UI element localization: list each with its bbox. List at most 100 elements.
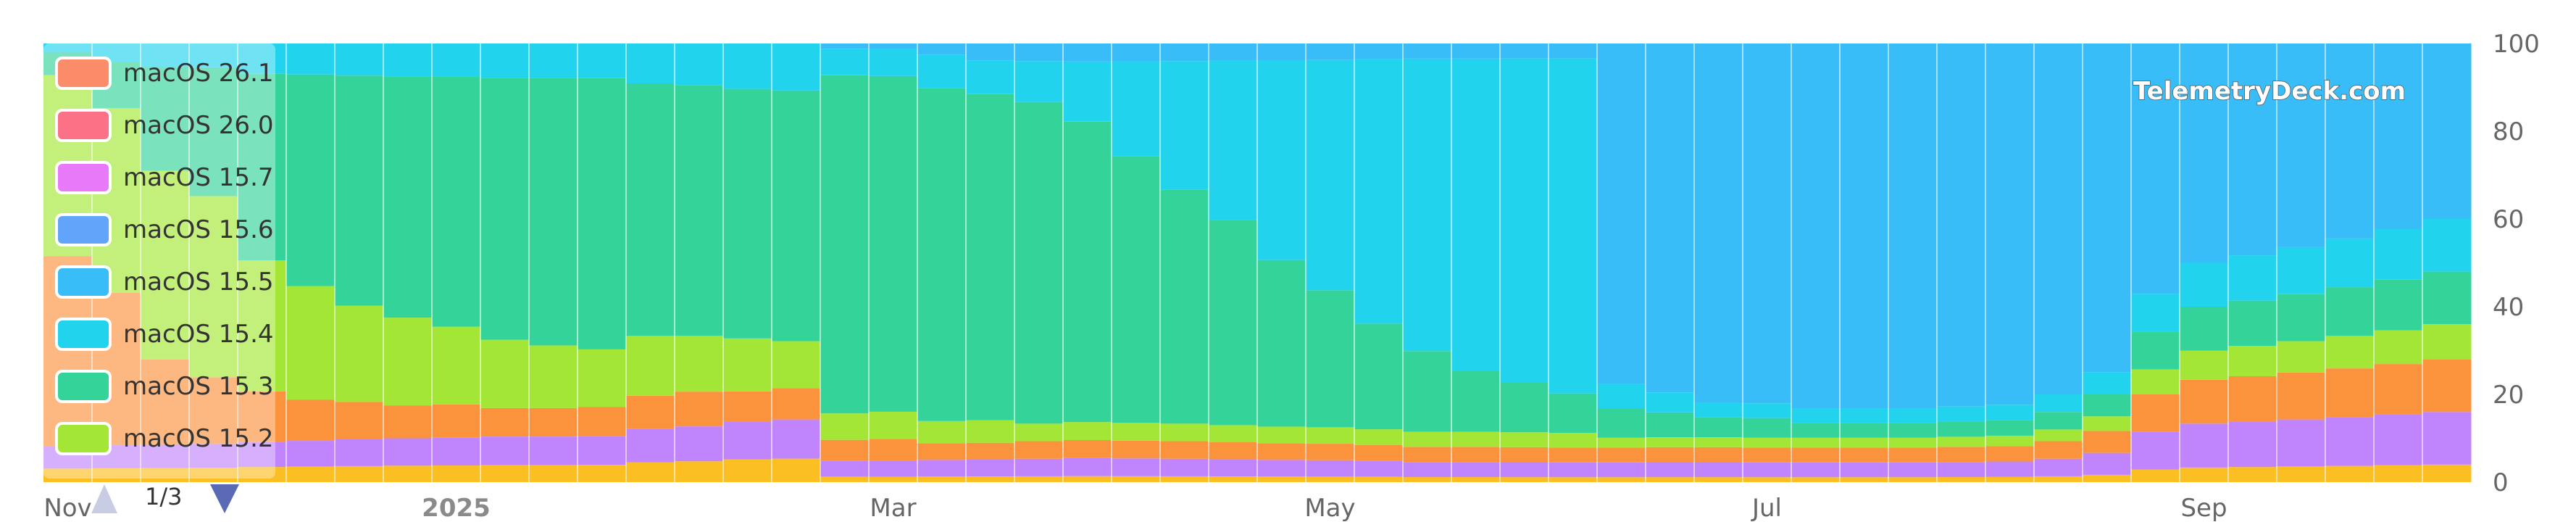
bar-segment bbox=[238, 391, 287, 442]
bar-segment bbox=[335, 465, 384, 482]
bar-segment bbox=[1257, 260, 1306, 427]
bar-segment bbox=[772, 419, 821, 459]
bar-segment bbox=[383, 465, 433, 482]
bar-segment bbox=[43, 468, 93, 482]
bar-segment bbox=[2034, 476, 2083, 482]
bar-segment bbox=[335, 44, 384, 76]
bar-segment bbox=[1451, 477, 1501, 482]
bar-segment bbox=[1112, 156, 1161, 423]
bar-segment bbox=[2228, 255, 2277, 301]
bar-segment bbox=[1451, 431, 1501, 447]
bar-segment bbox=[1403, 58, 1452, 352]
stacked-bars bbox=[43, 44, 2472, 482]
bar-segment bbox=[2180, 44, 2229, 263]
bar-segment bbox=[1500, 462, 1549, 478]
bar-segment bbox=[2131, 331, 2180, 370]
bar-segment bbox=[772, 90, 821, 341]
bar-segment bbox=[2374, 414, 2423, 465]
bar-segment bbox=[772, 458, 821, 482]
bar-segment bbox=[529, 345, 578, 408]
legend-swatch bbox=[55, 318, 112, 351]
bar-segment bbox=[626, 83, 675, 336]
bar-segment bbox=[529, 78, 578, 346]
bar-segment bbox=[335, 305, 384, 402]
bar-segment bbox=[2131, 469, 2180, 482]
bar-segment bbox=[2277, 44, 2326, 247]
bar-segment bbox=[1112, 458, 1161, 476]
bar-segment bbox=[2325, 465, 2375, 482]
bar-segment bbox=[1548, 433, 1598, 448]
bar-segment bbox=[2228, 300, 2277, 347]
bar-segment bbox=[1743, 447, 1792, 463]
bar-segment bbox=[1646, 392, 1695, 413]
legend-pager: 1/3 bbox=[91, 483, 239, 513]
bar-segment bbox=[1014, 458, 1064, 476]
bar-segment bbox=[966, 442, 1015, 460]
bar-segment bbox=[1014, 476, 1064, 482]
bar-segment bbox=[1840, 408, 1889, 423]
bar-segment bbox=[1791, 462, 1841, 478]
bar-segment bbox=[626, 428, 675, 463]
bar-segment bbox=[1646, 477, 1695, 482]
bar-segment bbox=[2034, 412, 2083, 430]
bar-segment bbox=[917, 443, 967, 460]
legend-swatch bbox=[55, 161, 112, 194]
bar-segment bbox=[432, 76, 481, 327]
y-tick-label: 100 bbox=[2493, 30, 2540, 59]
bar-segment bbox=[2083, 44, 2132, 373]
bar-segment bbox=[141, 170, 190, 360]
bar-segment bbox=[2277, 246, 2326, 294]
bar-segment bbox=[1743, 477, 1792, 482]
bar-segment bbox=[2277, 372, 2326, 420]
bar-segment bbox=[286, 286, 335, 400]
bar-segment bbox=[1791, 423, 1841, 438]
bar-segment bbox=[432, 326, 481, 405]
bar-segment bbox=[1209, 44, 1258, 61]
bar-segment bbox=[2034, 441, 2083, 459]
bar-segment bbox=[2131, 369, 2180, 394]
legend-prev-arrow-icon[interactable] bbox=[91, 484, 117, 513]
bar-segment bbox=[1403, 462, 1452, 478]
bar-segment bbox=[1888, 447, 1938, 463]
bar-segment bbox=[2277, 419, 2326, 467]
y-axis: 0 20 40 60 80 100 bbox=[2493, 30, 2540, 497]
bar-segment bbox=[1791, 44, 1841, 409]
bar-segment bbox=[2131, 431, 2180, 470]
bar-segment bbox=[1160, 476, 1209, 482]
bar-segment bbox=[2277, 341, 2326, 373]
bar-segment bbox=[189, 444, 238, 468]
bar-segment bbox=[238, 260, 287, 392]
bar-segment bbox=[1694, 437, 1743, 447]
bar-segment bbox=[1257, 443, 1306, 460]
bar-segment bbox=[917, 88, 967, 421]
x-tick-label: Mar bbox=[870, 494, 916, 522]
bar-segment bbox=[1257, 44, 1306, 60]
bar-segment bbox=[1985, 420, 2035, 436]
legend-label: macOS 15.5 bbox=[123, 268, 274, 297]
bar-segment bbox=[723, 88, 772, 339]
bar-segment bbox=[869, 411, 918, 439]
bar-segment bbox=[238, 73, 287, 261]
bar-segment bbox=[1257, 460, 1306, 477]
bar-segment bbox=[1451, 58, 1501, 372]
bar-segment bbox=[820, 49, 870, 75]
bar-segment bbox=[92, 468, 141, 482]
bar-segment bbox=[869, 49, 918, 76]
bar-segment bbox=[1063, 457, 1112, 476]
bar-segment bbox=[480, 465, 530, 482]
bar-segment bbox=[1548, 44, 1598, 59]
bar-segment bbox=[1306, 427, 1355, 444]
bar-segment bbox=[1548, 58, 1598, 394]
x-tick-label: Nov bbox=[43, 494, 91, 522]
bar-segment bbox=[141, 67, 190, 171]
bar-segment bbox=[1791, 437, 1841, 448]
bar-segment bbox=[1985, 476, 2035, 482]
bar-segment bbox=[578, 44, 627, 78]
bar-segment bbox=[529, 465, 578, 482]
bar-segment bbox=[1937, 421, 1986, 437]
bar-segment bbox=[675, 426, 724, 462]
bar-segment bbox=[1791, 477, 1841, 482]
bar-segment bbox=[966, 94, 1015, 420]
legend-next-arrow-icon[interactable] bbox=[210, 484, 239, 513]
bar-segment bbox=[917, 460, 967, 477]
